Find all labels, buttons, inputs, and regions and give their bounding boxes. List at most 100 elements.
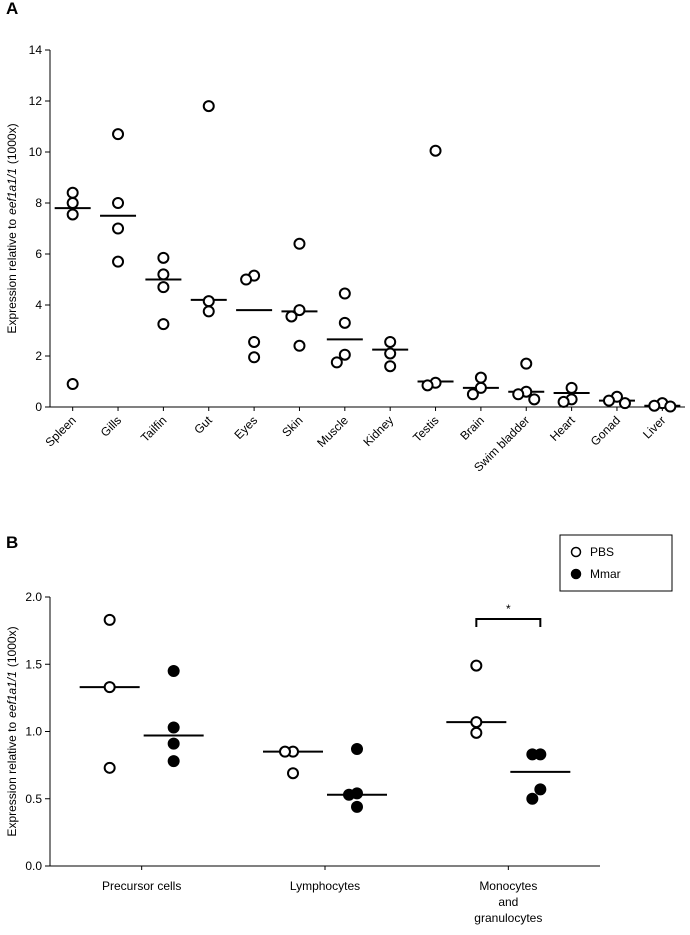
- x-tick-label: Brain: [457, 413, 487, 443]
- data-point: [466, 388, 479, 401]
- panel-label: B: [6, 533, 18, 552]
- data-point: [351, 742, 363, 755]
- data-point: [343, 788, 355, 801]
- y-tick-label: 8: [35, 196, 42, 210]
- x-tick-label: Testis: [410, 413, 442, 445]
- y-axis-label-part: (1000x): [5, 626, 19, 667]
- y-tick-label: 12: [29, 94, 43, 108]
- data-point: [66, 186, 79, 199]
- data-point: [248, 335, 261, 348]
- data-point: [293, 304, 306, 317]
- data-point: [66, 378, 79, 391]
- data-point: [528, 393, 541, 406]
- y-tick-label: 0.5: [25, 792, 42, 806]
- x-tick-label: Gonad: [588, 413, 623, 448]
- x-tick-label: Gut: [191, 413, 215, 437]
- y-axis-label-part: eef1a1/1: [5, 168, 19, 215]
- y-axis-label: Expression relative to eef1a1/1 (1000x): [5, 123, 19, 333]
- data-point: [470, 726, 483, 739]
- data-point: [526, 748, 539, 761]
- data-point: [157, 281, 170, 294]
- data-point: [293, 339, 306, 352]
- data-point: [664, 400, 677, 413]
- data-point: [470, 716, 483, 729]
- legend-label: Mmar: [590, 567, 621, 581]
- y-axis-label-part: Expression relative to: [5, 722, 19, 837]
- y-tick-label: 14: [29, 43, 43, 57]
- data-point: [429, 144, 442, 157]
- data-point: [474, 381, 487, 394]
- data-point: [384, 347, 397, 360]
- y-tick-label: 1.5: [25, 657, 42, 671]
- x-tick-label: Monocytes and granulocytes: [474, 879, 542, 925]
- data-point: [557, 395, 570, 408]
- data-point: [470, 659, 483, 672]
- data-point: [338, 316, 351, 329]
- y-tick-label: 0: [35, 400, 42, 414]
- legend-marker: [570, 568, 582, 580]
- data-point: [421, 379, 434, 392]
- y-tick-label: 4: [35, 298, 42, 312]
- data-point: [351, 800, 363, 813]
- y-axis-label-part: eef1a1/1: [5, 671, 19, 718]
- x-tick-label: Precursor cells: [102, 879, 181, 893]
- data-point: [338, 348, 351, 361]
- data-point: [565, 381, 578, 394]
- legend-label: PBS: [590, 545, 614, 559]
- legend-box: [559, 534, 673, 592]
- x-tick-label: Eyes: [231, 413, 260, 442]
- x-tick-label: Lymphocytes: [290, 879, 360, 893]
- data-point: [157, 318, 170, 331]
- data-point: [66, 197, 79, 209]
- data-point: [112, 222, 125, 235]
- x-tick-label: Gills: [98, 413, 124, 439]
- data-point: [167, 737, 180, 750]
- significance-marker: *: [506, 602, 511, 616]
- data-point: [103, 613, 116, 626]
- data-point: [202, 305, 215, 318]
- data-point: [512, 388, 525, 401]
- legend-marker: [570, 546, 582, 558]
- data-point: [618, 397, 631, 410]
- panel-label: A: [6, 0, 18, 18]
- data-point: [112, 197, 125, 209]
- y-tick-label: 0.0: [25, 859, 42, 873]
- y-axis-label-part: (1000x): [5, 123, 19, 164]
- data-point: [167, 721, 180, 734]
- y-axis-label-part: Expression relative to: [5, 219, 19, 334]
- y-tick-label: 2.0: [25, 590, 42, 604]
- y-tick-label: 10: [29, 145, 43, 159]
- data-point: [248, 351, 261, 364]
- data-point: [474, 371, 487, 384]
- significance-bracket: [475, 618, 542, 627]
- y-axis-label: Expression relative to eef1a1/1 (1000x): [5, 626, 19, 836]
- data-point: [384, 335, 397, 348]
- data-point: [526, 792, 539, 805]
- data-point: [293, 237, 306, 250]
- data-point: [648, 399, 661, 412]
- data-point: [167, 664, 180, 677]
- data-point: [534, 783, 547, 796]
- y-tick-label: 6: [35, 247, 42, 261]
- y-tick-label: 1.0: [25, 725, 42, 739]
- data-point: [202, 100, 215, 113]
- data-point: [112, 255, 125, 268]
- x-tick-label: Kidney: [360, 413, 396, 449]
- data-point: [157, 251, 170, 264]
- data-point: [384, 360, 397, 373]
- x-tick-label: Spleen: [42, 413, 78, 449]
- x-tick-label: Skin: [279, 413, 305, 439]
- data-point: [157, 268, 170, 281]
- data-point: [167, 755, 180, 768]
- x-tick-label: Tailfin: [138, 413, 170, 445]
- data-point: [602, 394, 615, 407]
- data-point: [202, 295, 215, 308]
- data-point: [240, 273, 253, 286]
- x-tick-label: Muscle: [314, 413, 351, 450]
- data-point: [285, 310, 298, 323]
- data-point: [338, 287, 351, 300]
- data-point: [103, 681, 116, 694]
- x-tick-label: Heart: [547, 413, 578, 444]
- y-tick-label: 2: [35, 349, 42, 363]
